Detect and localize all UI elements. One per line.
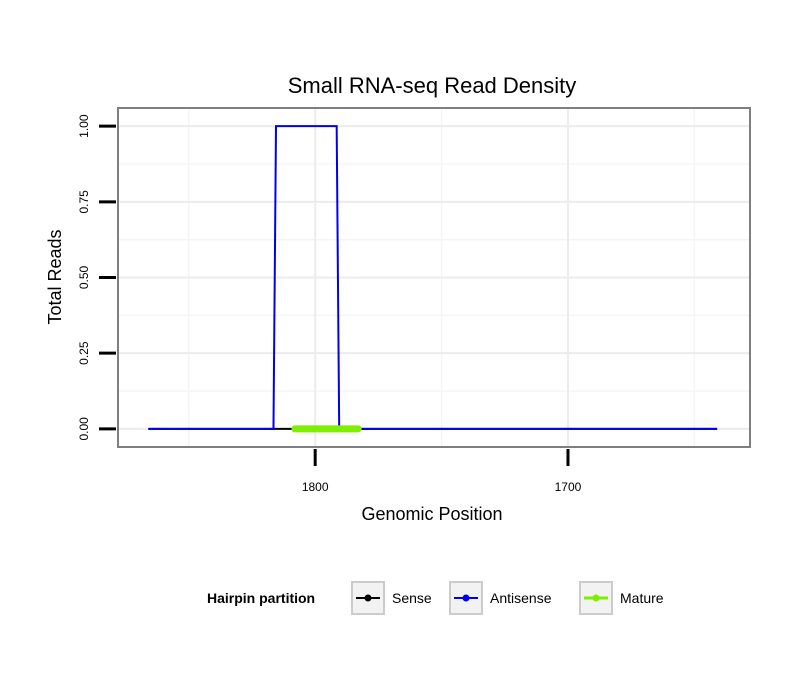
y-tick-label: 0.25 [77,341,91,365]
y-tick-label: 0.75 [77,190,91,214]
legend-key-point [462,594,470,602]
plot-area: 0.00 0.25 0.50 0.75 1.00 1800 1700 [77,107,751,494]
plot-border [117,107,751,448]
chart-title: Small RNA-seq Read Density [288,73,577,98]
legend-label-mature: Mature [620,590,664,606]
x-tick-label: 1800 [302,480,329,494]
legend-title: Hairpin partition [207,590,315,606]
series-line-antisense [148,125,718,430]
y-tick-label: 0.00 [77,417,91,441]
y-tick-label: 0.50 [77,265,91,289]
legend-label-antisense: Antisense [490,590,552,606]
legend-key-point [592,594,600,602]
legend: Hairpin partition Sense Antisense Mature [207,581,664,615]
legend-key-point [364,594,372,602]
y-tick-label: 1.00 [77,114,91,138]
x-axis-title: Genomic Position [361,504,502,524]
x-tick-label: 1700 [555,480,582,494]
y-axis-title: Total Reads [45,229,65,324]
legend-item-sense: Sense [351,581,432,615]
legend-item-antisense: Antisense [449,581,552,615]
legend-item-mature: Mature [579,581,664,615]
legend-label-sense: Sense [392,590,432,606]
